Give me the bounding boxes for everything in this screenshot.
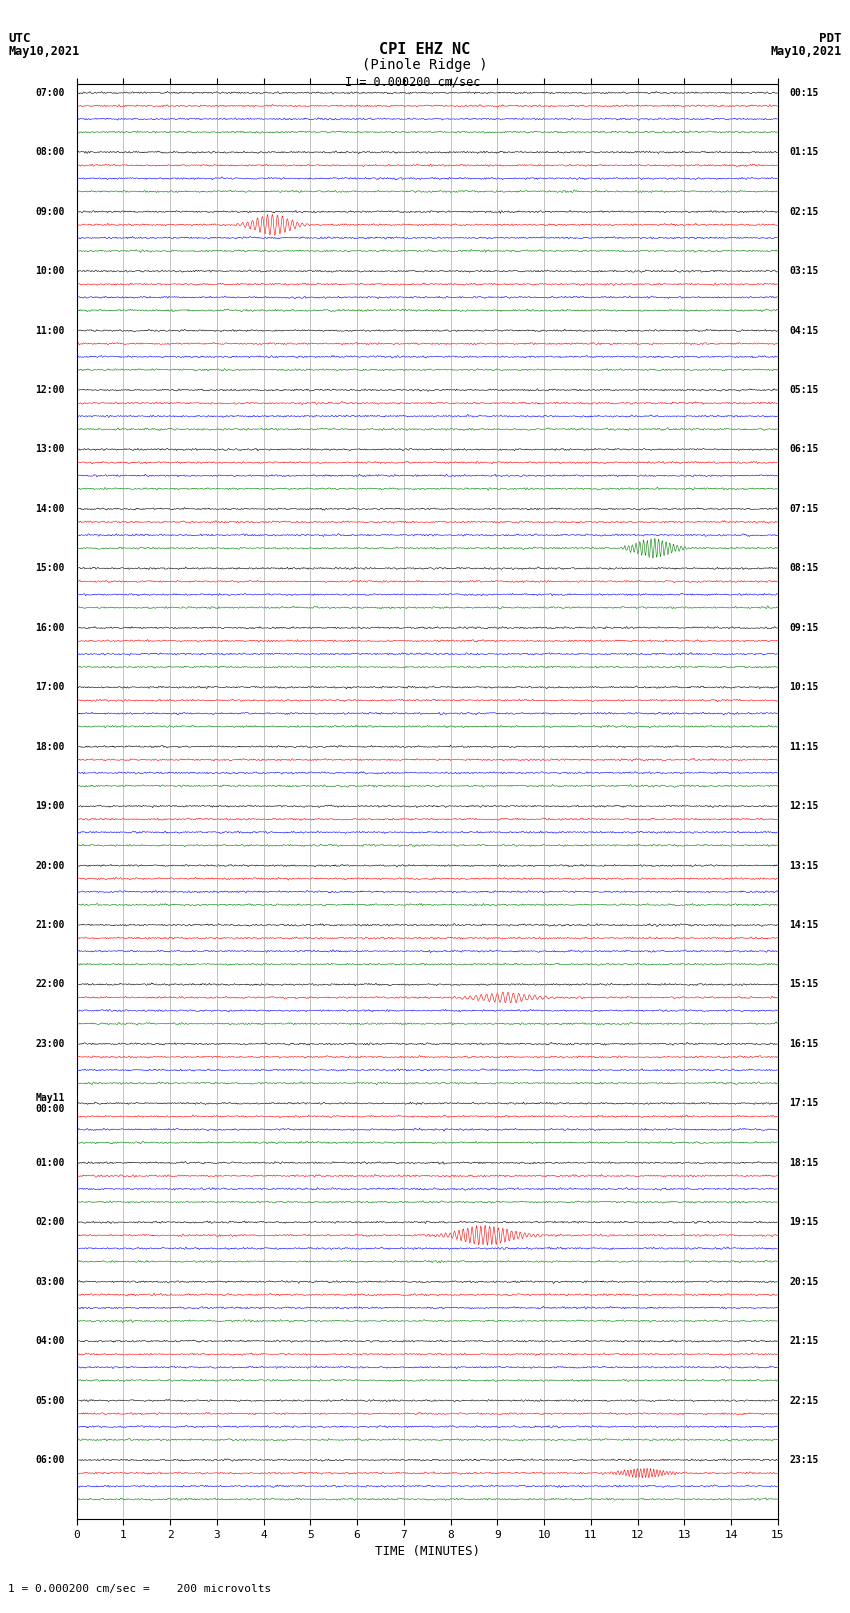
Text: 07:15: 07:15 (790, 503, 819, 515)
Text: 01:00: 01:00 (36, 1158, 65, 1168)
Text: 05:15: 05:15 (790, 386, 819, 395)
Text: UTC: UTC (8, 32, 31, 45)
Text: 15:00: 15:00 (36, 563, 65, 573)
Text: 08:00: 08:00 (36, 147, 65, 156)
Text: May10,2021: May10,2021 (770, 45, 842, 58)
Text: CPI EHZ NC: CPI EHZ NC (379, 42, 471, 56)
Text: 12:15: 12:15 (790, 802, 819, 811)
Text: 09:15: 09:15 (790, 623, 819, 632)
Text: 16:00: 16:00 (36, 623, 65, 632)
Text: (Pinole Ridge ): (Pinole Ridge ) (362, 58, 488, 73)
Text: 05:00: 05:00 (36, 1395, 65, 1405)
Text: 01:15: 01:15 (790, 147, 819, 156)
Text: 22:00: 22:00 (36, 979, 65, 989)
Text: 1 = 0.000200 cm/sec =    200 microvolts: 1 = 0.000200 cm/sec = 200 microvolts (8, 1584, 272, 1594)
Text: 10:00: 10:00 (36, 266, 65, 276)
Text: 20:00: 20:00 (36, 861, 65, 871)
Text: 06:15: 06:15 (790, 445, 819, 455)
Text: 08:15: 08:15 (790, 563, 819, 573)
Text: I = 0.000200 cm/sec: I = 0.000200 cm/sec (344, 76, 480, 89)
Text: 09:00: 09:00 (36, 206, 65, 216)
Text: 02:00: 02:00 (36, 1218, 65, 1227)
Text: 07:00: 07:00 (36, 87, 65, 98)
Text: 18:00: 18:00 (36, 742, 65, 752)
Text: 13:15: 13:15 (790, 861, 819, 871)
Text: 11:15: 11:15 (790, 742, 819, 752)
Text: 14:00: 14:00 (36, 503, 65, 515)
Text: 10:15: 10:15 (790, 682, 819, 692)
Text: 12:00: 12:00 (36, 386, 65, 395)
Text: 00:15: 00:15 (790, 87, 819, 98)
X-axis label: TIME (MINUTES): TIME (MINUTES) (375, 1545, 479, 1558)
Text: 21:15: 21:15 (790, 1336, 819, 1347)
Text: 02:15: 02:15 (790, 206, 819, 216)
Text: 03:15: 03:15 (790, 266, 819, 276)
Text: 21:00: 21:00 (36, 919, 65, 931)
Text: 04:15: 04:15 (790, 326, 819, 336)
Text: 13:00: 13:00 (36, 445, 65, 455)
Text: 03:00: 03:00 (36, 1276, 65, 1287)
Text: 14:15: 14:15 (790, 919, 819, 931)
Text: 16:15: 16:15 (790, 1039, 819, 1048)
Text: 19:00: 19:00 (36, 802, 65, 811)
Text: 17:00: 17:00 (36, 682, 65, 692)
Text: 19:15: 19:15 (790, 1218, 819, 1227)
Text: 15:15: 15:15 (790, 979, 819, 989)
Text: 06:00: 06:00 (36, 1455, 65, 1465)
Text: 17:15: 17:15 (790, 1098, 819, 1108)
Text: 20:15: 20:15 (790, 1276, 819, 1287)
Text: 23:00: 23:00 (36, 1039, 65, 1048)
Text: 23:15: 23:15 (790, 1455, 819, 1465)
Text: 22:15: 22:15 (790, 1395, 819, 1405)
Text: PDT: PDT (819, 32, 842, 45)
Text: 18:15: 18:15 (790, 1158, 819, 1168)
Text: 04:00: 04:00 (36, 1336, 65, 1347)
Text: May10,2021: May10,2021 (8, 45, 80, 58)
Text: May11
00:00: May11 00:00 (36, 1092, 65, 1115)
Text: 11:00: 11:00 (36, 326, 65, 336)
